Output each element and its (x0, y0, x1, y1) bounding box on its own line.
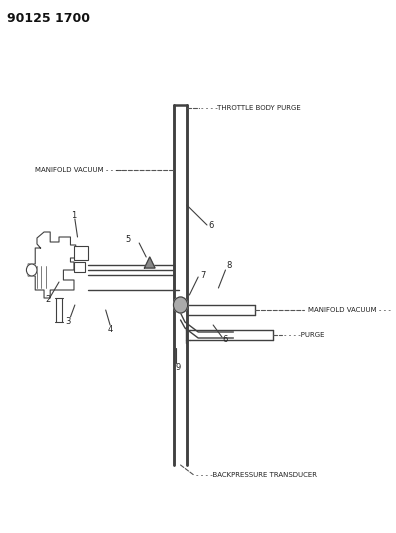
Text: 1: 1 (71, 211, 76, 220)
Text: 8: 8 (227, 262, 232, 271)
Polygon shape (145, 257, 155, 268)
Polygon shape (28, 232, 76, 298)
Text: - - - -BACKPRESSURE TRANSDUCER: - - - -BACKPRESSURE TRANSDUCER (196, 472, 316, 478)
Circle shape (173, 297, 188, 313)
Text: 90125 1700: 90125 1700 (7, 12, 90, 25)
Text: 3: 3 (65, 317, 70, 326)
Text: MANIFOLD VACUUM - - - -: MANIFOLD VACUUM - - - - (35, 167, 123, 173)
Text: 5: 5 (125, 236, 130, 245)
Bar (74, 262, 85, 272)
Text: 7: 7 (200, 271, 205, 279)
Text: 9: 9 (175, 362, 181, 372)
Text: - - - -THROTTLE BODY PURGE: - - - -THROTTLE BODY PURGE (201, 105, 301, 111)
Text: 6: 6 (223, 335, 228, 343)
Text: 6: 6 (209, 221, 214, 230)
Text: - - - -PURGE: - - - -PURGE (284, 332, 324, 338)
Circle shape (27, 264, 37, 276)
Bar (175, 105, 186, 465)
Text: 2: 2 (45, 295, 50, 304)
Text: 4: 4 (107, 325, 113, 334)
Text: MANIFOLD VACUUM - - -: MANIFOLD VACUUM - - - (308, 307, 391, 313)
Bar (74, 246, 88, 260)
